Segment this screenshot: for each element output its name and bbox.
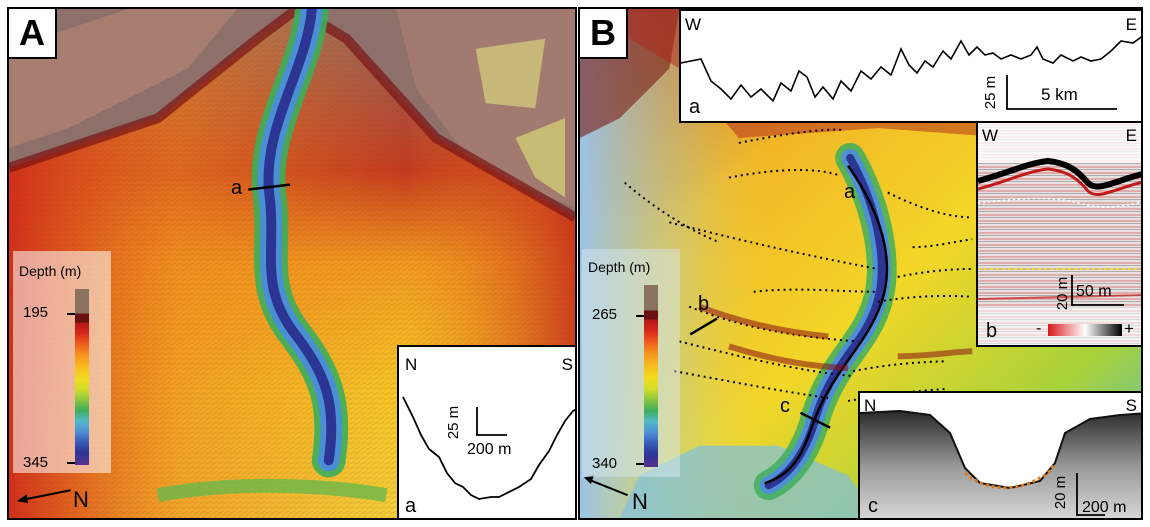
- depth-colorbar-b: [644, 285, 658, 467]
- inset-a-left-label: N: [405, 355, 418, 374]
- legend-b-tick-min: [636, 315, 644, 317]
- profile-b-a-label: a: [844, 181, 856, 203]
- bathymetric-profile-we: [681, 36, 1141, 110]
- sub-bottom-profile: [860, 393, 1141, 518]
- panel-a-letter: A: [19, 12, 45, 53]
- inset-b-b-vertical-scale: 20 m: [1054, 276, 1072, 311]
- inset-a-horizontal-scale: 200 m: [467, 441, 512, 458]
- panel-a-letter-box: A: [9, 9, 57, 59]
- depth-legend-b-title: Depth (m): [588, 259, 651, 275]
- inset-a-vertical-scale: 25 m: [445, 405, 463, 440]
- panel-b: B a b c Depth (m) 265 340 N W E 25 m 5 k…: [578, 7, 1143, 520]
- seismic-section: [978, 123, 1141, 345]
- legend-b-min-label: 265: [592, 306, 618, 323]
- inset-b-c-vertical-scale: 20 m: [1052, 475, 1070, 510]
- panel-b-inset-a: W E 25 m 5 km a: [679, 9, 1141, 123]
- inset-b-b-left-label: W: [982, 126, 999, 145]
- legend-b-max-label: 340: [592, 455, 618, 472]
- legend-tick-max: [67, 462, 75, 464]
- inset-b-b-right-label: E: [1125, 126, 1137, 145]
- inset-b-a-right-label: E: [1125, 15, 1137, 34]
- depth-legend-b: Depth (m) 265 340: [582, 249, 680, 477]
- panel-b-inset-c: N S 20 m 200 m c: [858, 391, 1141, 518]
- inset-a-right-label: S: [561, 355, 573, 374]
- inset-b-a-vertical-scale: 25 m: [982, 75, 1000, 110]
- legend-max-label: 345: [23, 454, 49, 471]
- panel-b-letter: B: [590, 12, 616, 53]
- legend-b-tick-max: [636, 463, 644, 465]
- panel-b-inset-b: W E 20 m 50 m - + b: [976, 121, 1141, 347]
- inset-b-c-right-label: S: [1125, 396, 1137, 415]
- depth-colorbar: [75, 289, 89, 465]
- inset-b-c-horizontal-scale: 200 m: [1082, 499, 1127, 516]
- polarity-negative-label: -: [1036, 320, 1042, 337]
- profile-b-b-label: b: [698, 293, 710, 315]
- north-arrow-b-label: N: [632, 489, 648, 514]
- legend-min-label: 195: [23, 304, 49, 321]
- inset-b-a-letter: a: [689, 96, 701, 118]
- legend-tick-min: [67, 313, 75, 315]
- panel-a-profile-inset: N S 25 m 200 m a: [397, 345, 575, 518]
- inset-b-b-letter: b: [986, 320, 998, 342]
- profile-a-label: a: [231, 177, 243, 199]
- panel-a: A a Depth (m) 195 345 N N S 25 m 200 m a: [7, 7, 577, 520]
- panel-b-letter-box: B: [580, 9, 628, 59]
- inset-b-b-horizontal-scale: 50 m: [1076, 283, 1112, 300]
- inset-b-a-horizontal-scale: 5 km: [1041, 85, 1078, 104]
- inset-a-letter: a: [405, 495, 417, 517]
- polarity-positive-label: +: [1124, 319, 1134, 338]
- depth-legend-title: Depth (m): [19, 263, 82, 279]
- inset-b-a-left-label: W: [685, 15, 702, 34]
- depth-legend: Depth (m) 195 345: [13, 251, 111, 473]
- profile-b-c-label: c: [780, 395, 790, 417]
- north-arrow-label: N: [73, 487, 89, 512]
- inset-b-c-letter: c: [868, 495, 878, 517]
- inset-b-c-left-label: N: [864, 396, 877, 415]
- profile-curve: [402, 396, 575, 500]
